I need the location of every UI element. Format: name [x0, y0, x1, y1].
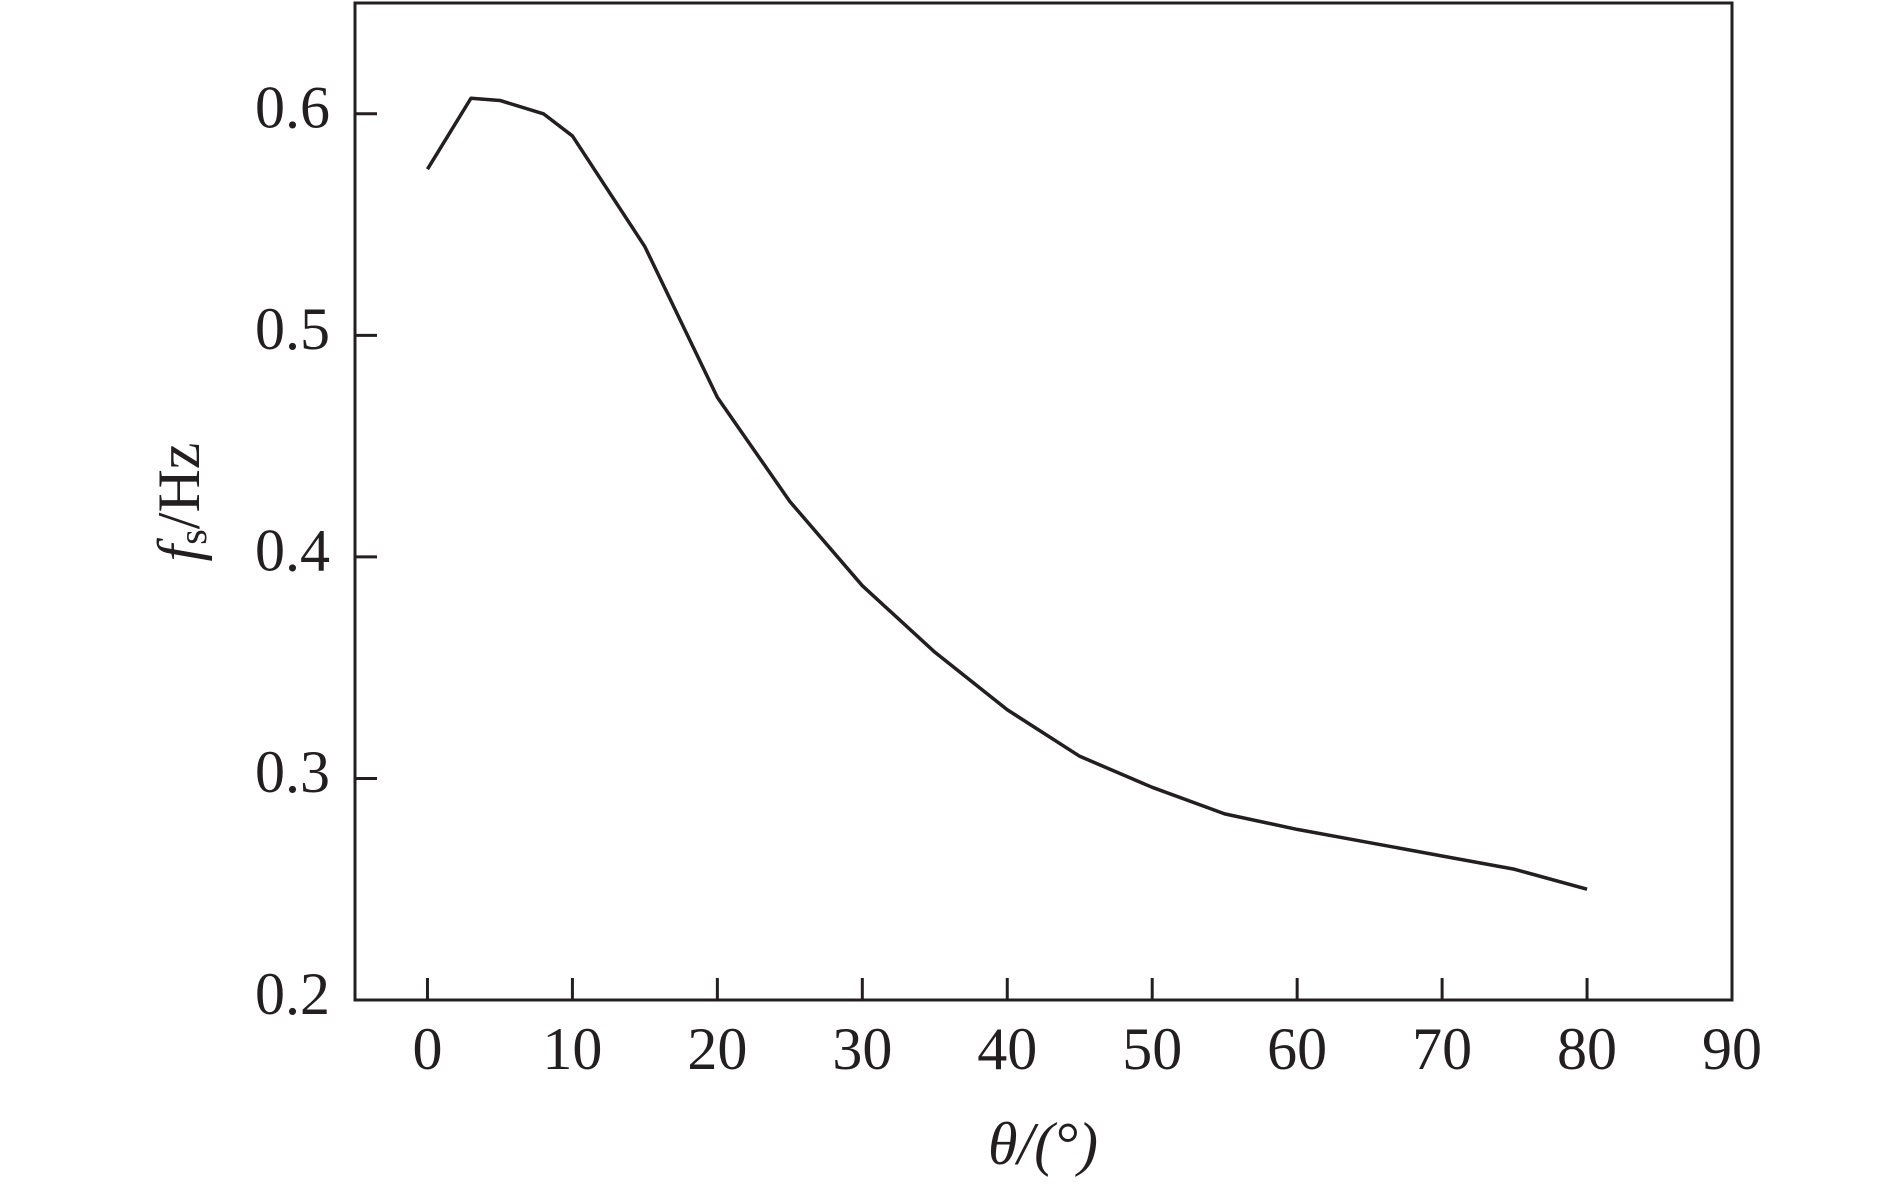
data-line — [425, 96, 1588, 891]
x-tick-label: 30 — [832, 1016, 892, 1082]
y-tick-label: 0.3 — [255, 739, 330, 805]
x-tick-label: 20 — [687, 1016, 747, 1082]
y-label-subscript: s — [170, 529, 215, 545]
x-tick-label: 50 — [1122, 1016, 1182, 1082]
x-tick-label: 60 — [1267, 1016, 1327, 1082]
y-tick-label: 0.5 — [255, 296, 330, 362]
x-axis-label: θ/(°) — [988, 1111, 1098, 1177]
y-axis-label: fs/Hz — [146, 443, 215, 562]
x-tick-label: 90 — [1702, 1016, 1762, 1082]
x-tick-label: 10 — [542, 1016, 602, 1082]
y-tick-label: 0.2 — [255, 961, 330, 1027]
x-tick-label: 70 — [1412, 1016, 1472, 1082]
x-tick-label: 40 — [977, 1016, 1037, 1082]
y-label-unit: /Hz — [146, 443, 212, 530]
y-tick-label: 0.4 — [255, 518, 330, 584]
x-tick-label: 80 — [1557, 1016, 1617, 1082]
plot-frame — [353, 1, 1734, 1002]
y-tick-label: 0.6 — [255, 75, 330, 141]
x-tick-label: 0 — [412, 1016, 442, 1082]
